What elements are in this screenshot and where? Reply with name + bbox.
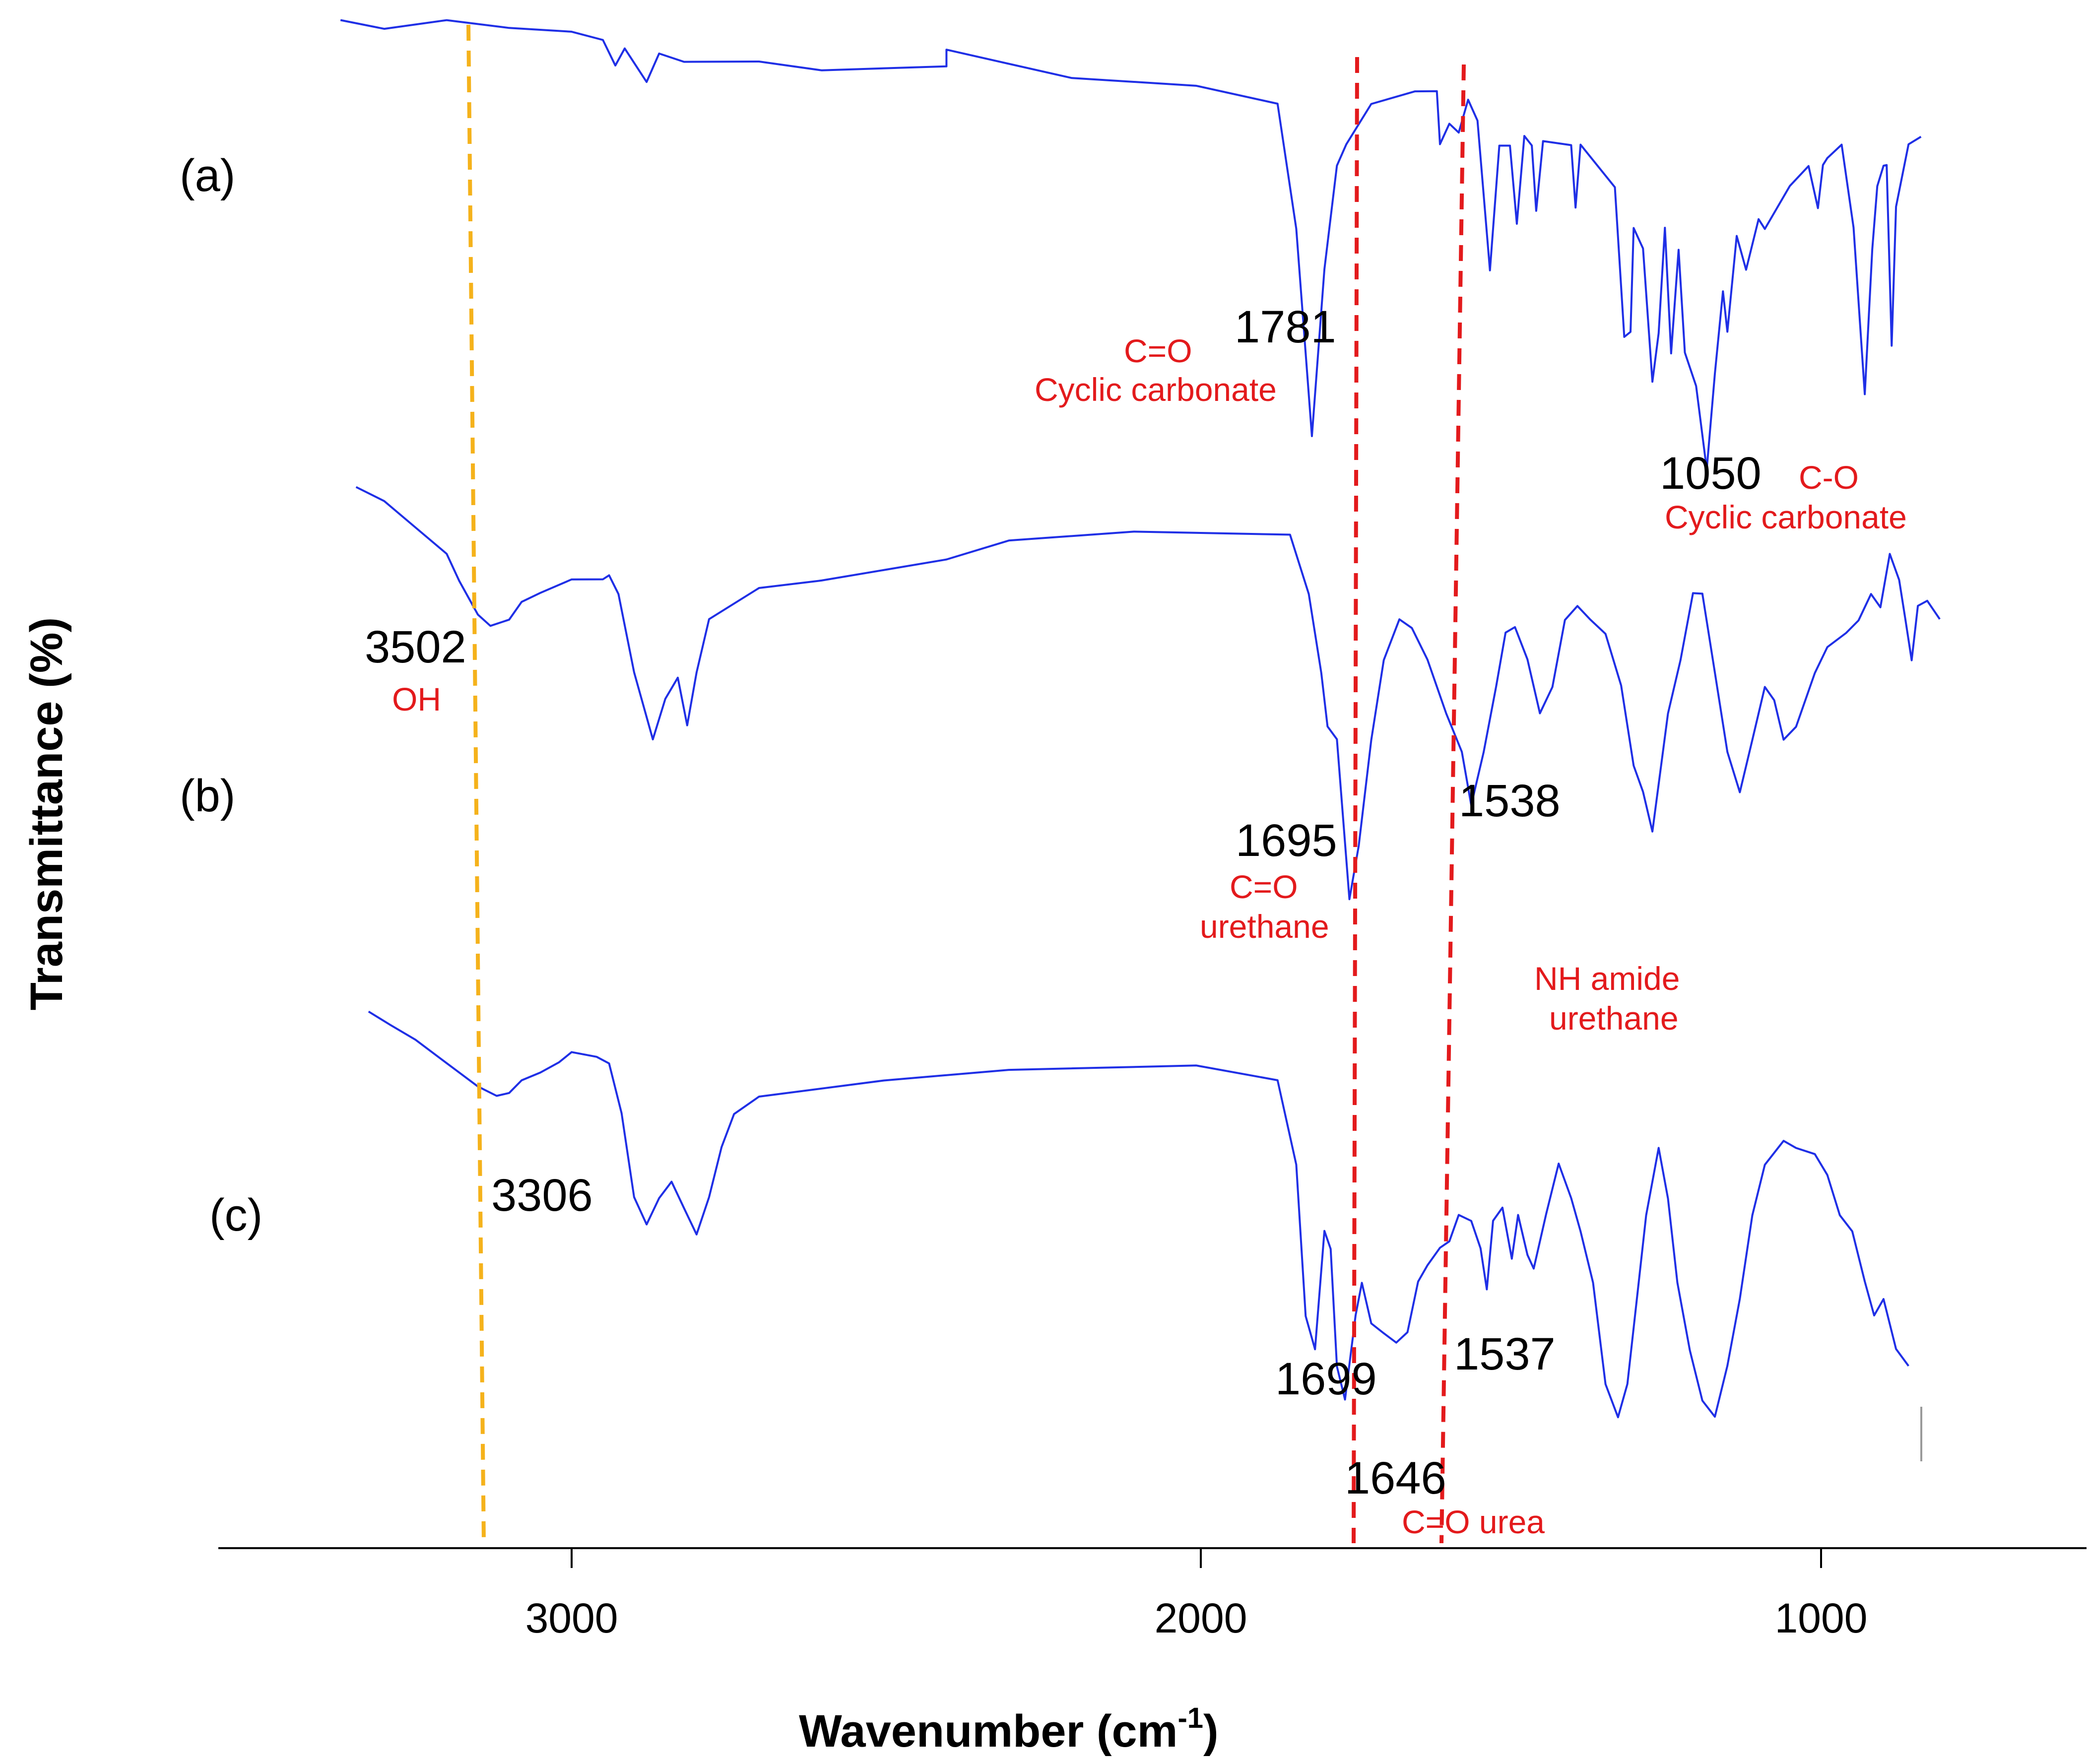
- x-tick-label-3000: 3000: [525, 1595, 618, 1641]
- assign-c-o: C-O: [1799, 459, 1859, 496]
- peak-label-1537: 1537: [1454, 1329, 1556, 1379]
- nh-reference-line: [1439, 64, 1466, 1544]
- y-axis-title: Transmittance (%): [21, 617, 72, 1010]
- x-axis-title-suffix: ): [1203, 1706, 1219, 1757]
- peak-label-1781: 1781: [1235, 302, 1336, 352]
- spectrum-b: [355, 486, 1941, 901]
- panel-label-b: (b): [180, 771, 235, 821]
- oh-reference-line: [466, 24, 486, 1544]
- spectrum-a: [340, 19, 1922, 470]
- assign-co-urea: C=O urea: [1402, 1503, 1545, 1540]
- panel-label-c: (c): [209, 1190, 262, 1241]
- assign-cyclic-carbonate-2: Cyclic carbonate: [1665, 499, 1907, 535]
- peak-label-3502: 3502: [365, 622, 466, 672]
- co-reference-line: [1352, 57, 1359, 1544]
- x-axis-title-superscript: -1: [1177, 1702, 1203, 1734]
- x-axis-title-main: Wavenumber (cm: [799, 1706, 1177, 1757]
- assign-cyclic-carbonate-1: Cyclic carbonate: [1035, 371, 1277, 408]
- peak-label-1699: 1699: [1275, 1354, 1377, 1404]
- assign-urethane-2: urethane: [1549, 1000, 1679, 1037]
- peak-label-1538: 1538: [1459, 776, 1561, 826]
- x-axis-title: Wavenumber (cm-1): [799, 1702, 1219, 1757]
- peak-label-1646: 1646: [1345, 1453, 1446, 1503]
- panel-label-a: (a): [180, 150, 235, 201]
- peak-label-3306: 3306: [491, 1170, 593, 1221]
- peak-label-1695: 1695: [1236, 815, 1337, 866]
- assign-urethane-1: urethane: [1200, 908, 1329, 945]
- spectra-group: [340, 19, 1941, 1419]
- assign-co-cyclic: C=O: [1124, 332, 1192, 369]
- assign-nh-amide: NH amide: [1534, 960, 1680, 997]
- assign-co-urethane: C=O: [1230, 868, 1298, 905]
- x-tick-label-1000: 1000: [1775, 1595, 1868, 1641]
- peak-label-1050: 1050: [1660, 448, 1762, 499]
- spectrum-c: [368, 1010, 1909, 1419]
- x-tick-label-2000: 2000: [1155, 1595, 1247, 1641]
- assign-oh: OH: [392, 681, 441, 718]
